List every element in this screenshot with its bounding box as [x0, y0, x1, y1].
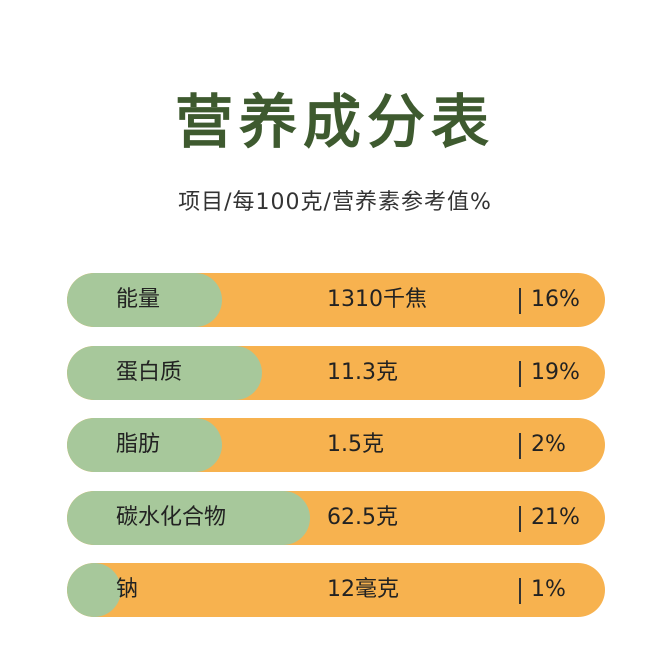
row-percent: 1% [531, 577, 566, 602]
row-amount: 1310千焦 [327, 287, 427, 312]
table-row-fat: 脂肪 1.5克 2% [67, 418, 605, 472]
table-row-carbohydrate: 碳水化合物 62.5克 21% [67, 490, 605, 545]
row-amount: 12毫克 [327, 577, 399, 602]
label-pill [67, 490, 310, 545]
row-percent: 2% [531, 432, 566, 457]
page-title: 营养成分表 [174, 88, 495, 156]
row-amount: 11.3克 [327, 359, 398, 385]
label-pill [67, 563, 121, 617]
row-name: 蛋白质 [116, 359, 183, 385]
row-percent: 21% [531, 504, 580, 530]
row-percent: 19% [531, 359, 580, 385]
table-row-energy: 能量 1310千焦 16% [67, 273, 605, 327]
label-pill [67, 418, 222, 472]
table-row-protein: 蛋白质 11.3克 19% [67, 345, 605, 400]
table-row-sodium: 钠 12毫克 1% [67, 563, 605, 617]
row-name: 钠 [116, 577, 139, 602]
row-amount: 1.5克 [327, 432, 384, 457]
nutrition-table: 能量 1310千焦 16% 蛋白质 11.3克 19% 脂肪 1.5克 2% 碳… [67, 273, 605, 636]
row-amount: 62.5克 [327, 504, 398, 530]
row-name: 脂肪 [116, 432, 161, 457]
row-separator [519, 360, 521, 387]
row-separator [519, 433, 521, 459]
label-pill [67, 345, 262, 400]
row-separator [519, 578, 521, 604]
row-separator [519, 288, 521, 314]
row-name: 碳水化合物 [116, 504, 227, 530]
row-separator [519, 505, 521, 532]
table-subtitle: 项目/每100克/营养素参考值% [178, 190, 492, 215]
label-pill [67, 273, 222, 327]
row-name: 能量 [116, 287, 161, 312]
row-percent: 16% [531, 287, 580, 312]
